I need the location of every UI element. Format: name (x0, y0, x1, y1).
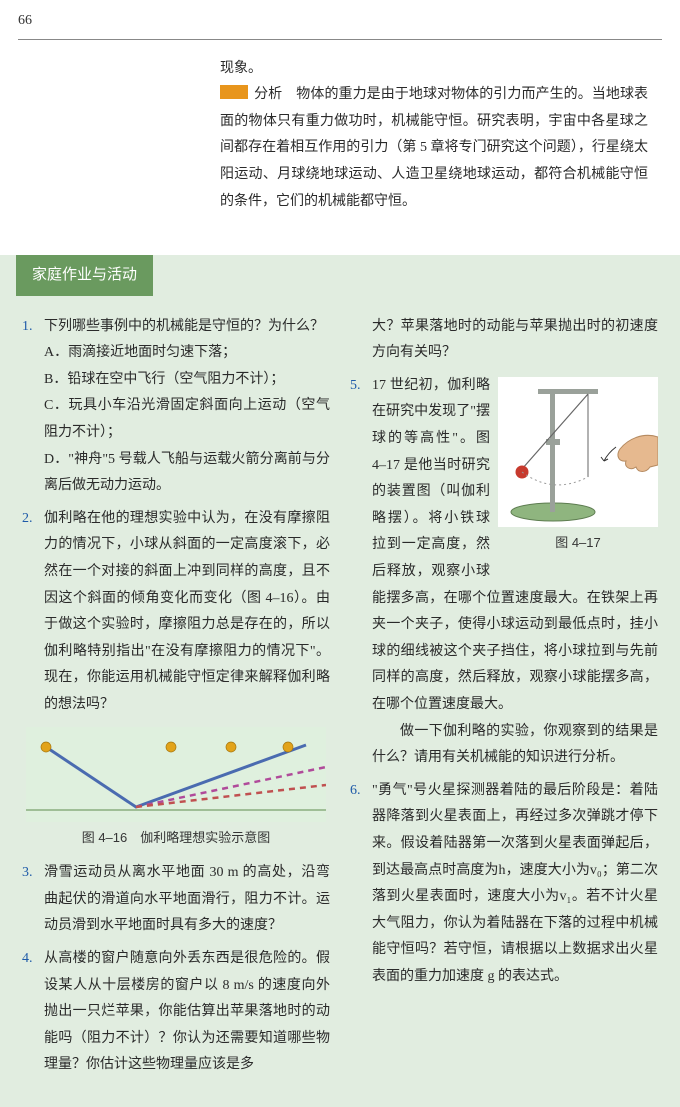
page-number: 66 (0, 0, 680, 39)
q1-a: A．雨滴接近地面时匀速下落； (44, 340, 330, 367)
figure-4-17-label: 图 4–17 (498, 531, 658, 556)
q5-number: 5. (350, 373, 372, 772)
q2-text: 伽利略在他的理想实验中认为，在没有摩擦阻力的情况下，小球从斜面的一定高度滚下，必… (44, 506, 330, 719)
figure-4-16-label: 图 4–16 伽利略理想实验示意图 (22, 826, 330, 851)
figure-4-17 (498, 377, 658, 527)
q1-stem: 下列哪些事例中的机械能是守恒的？为什么？ (44, 314, 330, 341)
q3-number: 3. (22, 860, 44, 940)
section-title: 家庭作业与活动 (16, 255, 153, 296)
left-column: 1. 下列哪些事例中的机械能是守恒的？为什么？ A．雨滴接近地面时匀速下落； B… (22, 314, 330, 1085)
top-rule (18, 39, 662, 40)
q4c-spacer (350, 314, 372, 367)
q2-number: 2. (22, 506, 44, 719)
question-2: 2. 伽利略在他的理想实验中认为，在没有摩擦阻力的情况下，小球从斜面的一定高度滚… (22, 506, 330, 719)
right-column: 大？苹果落地时的动能与苹果抛出时的初速度方向有关吗？ 5. 图 4–17 17 … (350, 314, 658, 1085)
analysis-label: 分析 (254, 87, 282, 102)
question-1: 1. 下列哪些事例中的机械能是守恒的？为什么？ A．雨滴接近地面时匀速下落； B… (22, 314, 330, 500)
q4-number: 4. (22, 946, 44, 1079)
q6-text: "勇气"号火星探测器着陆的最后阶段是：着陆器降落到火星表面上，再经过多次弹跳才停… (372, 778, 658, 991)
question-4-cont: 大？苹果落地时的动能与苹果抛出时的初速度方向有关吗？ (350, 314, 658, 367)
question-4: 4. 从高楼的窗户随意向外丢东西是很危险的。假设某人从十层楼房的窗户以 8 m/… (22, 946, 330, 1079)
intro-paragraph: 现象。 分析 物体的重力是由于地球对物体的引力而产生的。当地球表面的物体只有重力… (0, 56, 680, 256)
q1-number: 1. (22, 314, 44, 500)
analysis-para: 分析 物体的重力是由于地球对物体的引力而产生的。当地球表面的物体只有重力做功时，… (220, 82, 648, 215)
figure-4-16 (26, 727, 326, 822)
q4-cont-text: 大？苹果落地时的动能与苹果抛出时的初速度方向有关吗？ (372, 314, 658, 367)
question-6: 6. "勇气"号火星探测器着陆的最后阶段是：着陆器降落到火星表面上，再经过多次弹… (350, 778, 658, 991)
question-3: 3. 滑雪运动员从离水平地面 30 m 的高处，沿弯曲起伏的滑道向水平地面滑行，… (22, 860, 330, 940)
q1-c: C．玩具小车沿光滑固定斜面向上运动（空气阻力不计）； (44, 393, 330, 446)
q1-b: B．铅球在空中飞行（空气阻力不计）； (44, 367, 330, 394)
q5-post: 做一下伽利略的实验，你观察到的结果是什么？请用有关机械能的知识进行分析。 (372, 719, 658, 772)
q1-d: D．"神舟"5 号载人飞船与运载火箭分离前与分离后做无动力运动。 (44, 447, 330, 500)
q6-number: 6. (350, 778, 372, 991)
line-prev: 现象。 (220, 56, 648, 83)
section-banner-wrap: 家庭作业与活动 (0, 255, 680, 296)
question-5: 5. 图 4–17 17 世纪初，伽利略在研究中发现了"摆球的等高性"。图 4–… (350, 373, 658, 772)
analysis-marker (220, 85, 248, 99)
analysis-text: 物体的重力是由于地球对物体的引力而产生的。当地球表面的物体只有重力做功时，机械能… (220, 87, 648, 208)
figure-4-17-box: 图 4–17 (498, 377, 658, 566)
q4-text: 从高楼的窗户随意向外丢东西是很危险的。假设某人从十层楼房的窗户以 8 m/s 的… (44, 946, 330, 1079)
q3-text: 滑雪运动员从离水平地面 30 m 的高处，沿弯曲起伏的滑道向水平地面滑行，阻力不… (44, 860, 330, 940)
homework-area: 1. 下列哪些事例中的机械能是守恒的？为什么？ A．雨滴接近地面时匀速下落； B… (0, 296, 680, 1107)
